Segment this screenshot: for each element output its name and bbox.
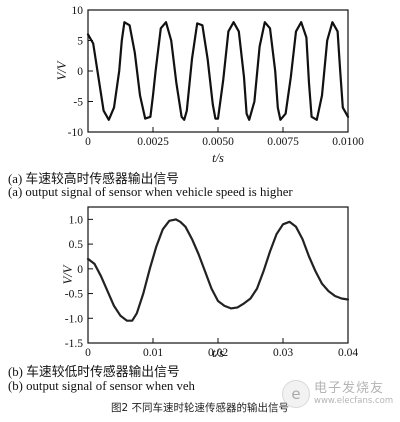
- caption-b-chinese: (b) 车速较低时传感器输出信号: [8, 365, 180, 379]
- chart-a-y-ticks: 10 5 0 -5 -10: [68, 5, 93, 139]
- chart-b-y-tick-label: 0.5: [69, 239, 84, 251]
- chart-b-plot-frame: [87, 206, 349, 344]
- chart-b-x-axis-label: t/s: [212, 346, 224, 360]
- chart-b-x-tick-label: 0.01: [143, 347, 163, 359]
- chart-b-series-line: [86, 218, 350, 322]
- watermark-name: 电子发烧友: [314, 380, 385, 396]
- watermark-url: www.elecfans.com: [314, 395, 394, 406]
- watermark-text: 电子发烧友 www.elecfans.com: [314, 380, 394, 407]
- chart-b-x-tick-label: 0.04: [338, 347, 358, 359]
- chart-b-y-tick-label: -0.5: [65, 289, 83, 301]
- caption-a-chinese: (a) 车速较高时传感器输出信号: [8, 172, 179, 186]
- chart-a-x-tick-label: 0.0025: [137, 136, 169, 148]
- chart-a-x-axis-label: t/s: [212, 151, 224, 165]
- caption-b-english: (b) output signal of sensor when veh: [8, 379, 195, 393]
- chart-b-y-axis-label: V/V: [61, 264, 75, 284]
- chart-b-x-tick-label: 0: [85, 347, 91, 359]
- chart-b-x-ticks: 0 0.01 0.02 0.03 0.04: [85, 338, 358, 359]
- e-logo-icon: e: [282, 380, 310, 408]
- chart-a-x-tick-label: 0.0050: [202, 136, 234, 148]
- chart-a-y-tick-label: 5: [77, 36, 83, 48]
- chart-b: 0 0.01 0.02 0.03 0.04 1.0 0.5 0 -0.5 -1.0 -1.5 t/…: [61, 206, 358, 360]
- chart-a-y-tick-label: -10: [68, 127, 84, 139]
- chart-a-x-tick-label: 0.0075: [267, 136, 299, 148]
- chart-a-y-tick-label: 0: [77, 66, 83, 78]
- caption-a-english: (a) output signal of sensor when vehicle…: [8, 185, 293, 199]
- watermark-logo: e 电子发烧友 www.elecfans.com: [282, 372, 394, 416]
- chart-a-x-ticks: 0 0.0025 0.0050 0.0075 0.0100: [85, 127, 364, 148]
- chart-a-y-tick-label: -5: [73, 97, 83, 109]
- chart-b-y-tick-label: 1.0: [69, 214, 84, 226]
- chart-b-y-tick-label: 0: [77, 264, 83, 276]
- chart-a-y-axis-label: V/V: [55, 60, 69, 80]
- chart-a-x-tick-label: 0.0100: [332, 136, 364, 148]
- chart-b-x-tick-label: 0.02: [208, 347, 228, 359]
- chart-b-y-tick-label: -1.5: [65, 338, 83, 350]
- chart-a-series-line: [86, 21, 350, 121]
- chart-a-x-tick-label: 0: [85, 136, 91, 148]
- chart-a-y-tick-label: 10: [72, 5, 84, 17]
- chart-b-y-ticks: 1.0 0.5 0 -0.5 -1.0 -1.5: [65, 214, 93, 350]
- chart-b-x-tick-label: 0.03: [273, 347, 293, 359]
- chart-b-y-tick-label: -1.0: [65, 313, 83, 325]
- figure-title: 图2 不同车速时轮速传感器的输出信号: [110, 402, 290, 414]
